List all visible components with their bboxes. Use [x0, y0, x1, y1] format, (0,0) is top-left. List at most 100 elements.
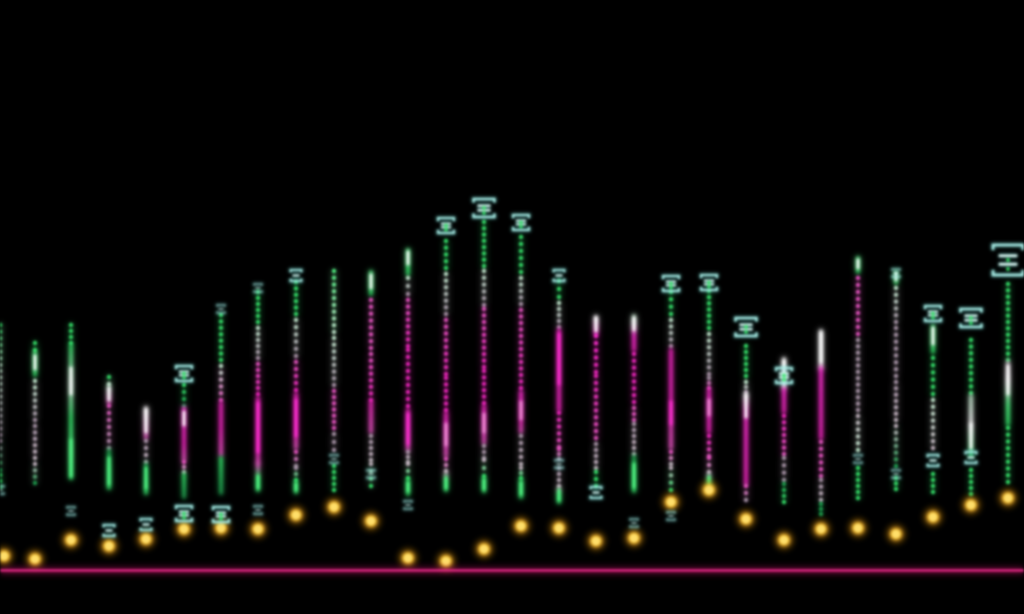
trail-dot [818, 453, 824, 458]
trail-dot [593, 465, 599, 471]
rocket-line [964, 451, 978, 455]
trail-dot [405, 343, 411, 349]
trail-dot [443, 265, 449, 271]
lane-trail [968, 337, 974, 497]
trail-dot [668, 304, 674, 309]
rocket-line [891, 469, 901, 472]
rocket-icon [252, 504, 264, 516]
trail-dot [818, 491, 824, 496]
rocket-line [212, 506, 230, 511]
trail-dot [181, 464, 187, 470]
trail-dot [930, 445, 936, 451]
trail-dot [668, 473, 674, 478]
trail-dot [593, 459, 599, 465]
rocket-trail-dot [669, 285, 673, 290]
trail-dot [1005, 452, 1011, 458]
ball [0, 547, 13, 565]
rocket-line [589, 495, 603, 499]
trail-dot [293, 380, 299, 386]
ball [812, 520, 830, 538]
ball-core [779, 535, 789, 545]
trail-dot [255, 361, 261, 367]
trail-dot [443, 358, 449, 363]
trail-dot [668, 337, 674, 342]
ball-core [216, 523, 226, 533]
trail-dot [855, 382, 861, 387]
rocket-line [289, 278, 303, 282]
trail-dot [593, 362, 599, 367]
trail-dot [218, 338, 224, 343]
rocket-line [366, 476, 376, 479]
trail-dot [481, 219, 487, 225]
trail-dot [181, 396, 187, 402]
trail-dot [368, 457, 374, 463]
trail-dot [706, 375, 712, 381]
trail-dot [518, 333, 524, 339]
ball-core [253, 524, 263, 534]
rocket-icon [252, 282, 264, 294]
trail-dot [1005, 338, 1011, 344]
rocket-line [512, 214, 530, 219]
lane-trail [405, 247, 411, 497]
rocket-icon [0, 484, 6, 496]
trail-dot [32, 423, 38, 429]
trail-dot [368, 311, 374, 316]
trail-dot [293, 346, 299, 351]
lane-trail [743, 343, 749, 503]
trail-dot [706, 462, 712, 468]
trail-dot [518, 301, 524, 307]
lane-trail [443, 238, 449, 493]
trail-dot [743, 379, 749, 385]
ball [249, 520, 267, 538]
ball [662, 493, 680, 511]
rocket-trail-dot [707, 280, 711, 285]
rocket-line [734, 332, 758, 338]
rocket-trail-dot [1006, 267, 1010, 271]
trail-dot [556, 477, 562, 483]
trail-dot [518, 366, 524, 371]
trail-dot [368, 345, 374, 351]
trail-dot [293, 471, 299, 477]
ball [137, 530, 155, 548]
trail-dot [593, 355, 599, 360]
trail-dot [518, 234, 524, 240]
trail-dot [481, 368, 487, 374]
trail-dot [443, 238, 449, 244]
trail-dot [405, 310, 411, 316]
trail-dot [293, 465, 299, 471]
lane-trail [818, 328, 824, 517]
trail-dot [481, 457, 487, 463]
trail-dot [893, 392, 899, 397]
ball-core [403, 553, 413, 563]
trail-dot [593, 415, 599, 420]
trail-dot [368, 325, 374, 330]
rocket-icon [958, 307, 984, 329]
trail-dot [32, 378, 38, 384]
trail-dot [255, 385, 261, 391]
trail-dot [331, 469, 337, 475]
trail-dot [930, 483, 936, 489]
trail-dot [255, 331, 261, 337]
rocket-trail-dot [482, 211, 486, 215]
trail-dot [368, 371, 374, 376]
trail-dot [855, 388, 861, 394]
ball-core [741, 514, 751, 524]
trail-dot [405, 297, 411, 303]
rocket-icon [852, 453, 864, 465]
rocket-icon [365, 468, 377, 480]
trail-dot [893, 339, 899, 344]
trail-dot [631, 372, 637, 377]
rocket-icon [65, 505, 77, 517]
trail-dot [293, 387, 299, 393]
rocket-icon [551, 268, 567, 283]
trail-dot [930, 370, 936, 375]
trail-dot [32, 411, 38, 416]
trail-dot [631, 405, 637, 411]
trail-dot [968, 344, 974, 349]
trail-dot [331, 401, 337, 406]
trail-dot [518, 359, 524, 365]
ball [999, 489, 1017, 507]
trail-dot [405, 283, 411, 289]
rocket-trail-dot [182, 371, 186, 376]
